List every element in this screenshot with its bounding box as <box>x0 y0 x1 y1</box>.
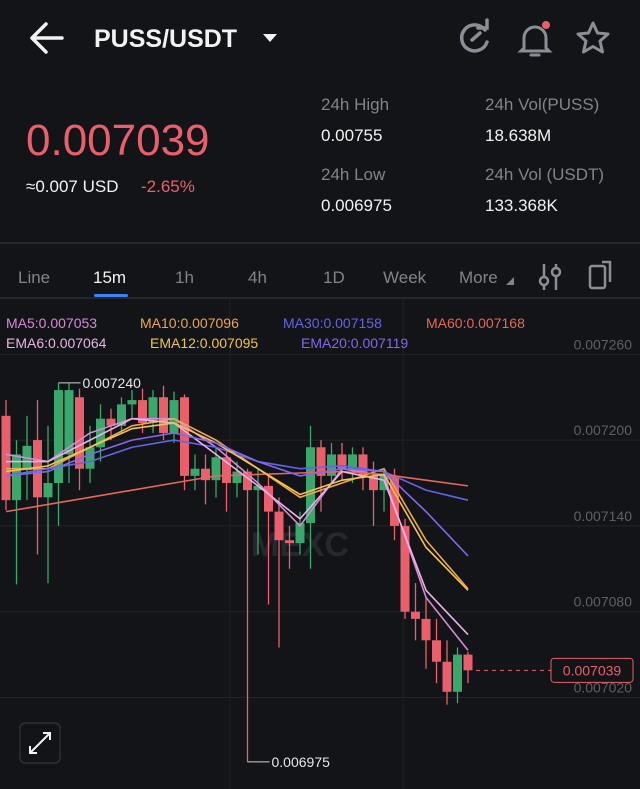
tab[interactable]: Line <box>18 268 50 287</box>
y-tick-label: 0.007260 <box>574 336 633 352</box>
more-caret <box>506 277 514 285</box>
indicator-settings-icon[interactable] <box>538 264 562 290</box>
tab[interactable]: More <box>459 268 498 287</box>
candle-body <box>390 475 399 526</box>
candle-body <box>264 485 273 512</box>
candle-body <box>348 454 357 469</box>
candle-body <box>432 640 441 662</box>
candle-body <box>306 447 315 524</box>
candle-body <box>232 471 242 484</box>
candle-body <box>400 525 410 612</box>
candle-body <box>127 400 137 405</box>
usd-price: ≈0.007 USD <box>26 177 119 196</box>
candle-body <box>337 454 347 469</box>
candle-body <box>190 468 200 476</box>
stat-value: 133.368K <box>485 196 558 215</box>
pair-title[interactable]: PUSS/USDT <box>94 25 237 53</box>
legend-entry: EMA12:0.007095 <box>150 335 258 351</box>
alert-icon[interactable] <box>517 21 553 57</box>
pair-dropdown[interactable] <box>263 34 277 42</box>
candle-body <box>327 454 336 476</box>
legend-entry: MA30:0.007158 <box>283 315 382 331</box>
stat-value: 18.638M <box>485 126 551 145</box>
candle-body <box>421 618 431 641</box>
tab[interactable]: 4h <box>248 268 267 287</box>
indicator-line <box>5 470 469 513</box>
candle-body <box>159 397 168 433</box>
candle-body <box>316 447 326 476</box>
stat-label: 24h Vol (USDT) <box>485 165 604 184</box>
candle-body <box>169 400 179 433</box>
candle-body <box>96 418 105 448</box>
y-tick-label: 0.007140 <box>574 508 633 524</box>
candle-body <box>75 397 84 469</box>
candle-body <box>201 468 210 481</box>
candle-body <box>379 475 389 491</box>
legend-entry: MA60:0.007168 <box>426 315 525 331</box>
tab-active[interactable]: 15m <box>93 268 126 287</box>
candle-body <box>253 485 263 491</box>
refresh-icon[interactable] <box>459 18 489 53</box>
tab[interactable]: 1D <box>323 268 345 287</box>
stat-value: 0.006975 <box>321 196 392 215</box>
indicator-line <box>5 417 469 651</box>
low-label: 0.006975 <box>272 754 331 770</box>
stat-label: 24h High <box>321 95 389 114</box>
back-button[interactable] <box>30 22 64 54</box>
last-price-label: 0.007039 <box>563 662 622 678</box>
price-change: -2.65% <box>141 177 195 196</box>
candle-body <box>358 454 368 476</box>
candle-body <box>295 523 305 544</box>
tab-underline <box>94 294 128 297</box>
y-tick-label: 0.007200 <box>574 422 633 438</box>
last-price: 0.007039 <box>26 116 210 165</box>
candle-body <box>43 483 53 498</box>
stat-label: 24h Low <box>321 165 386 184</box>
legend-entry: MA10:0.007096 <box>140 315 239 331</box>
chart: MEXC0.0072600.0072000.0071400.0070800.00… <box>0 315 640 770</box>
y-tick-label: 0.007020 <box>574 679 633 695</box>
candle-body <box>64 390 74 455</box>
y-tick-label: 0.007080 <box>574 594 633 610</box>
legend-entry: EMA6:0.007064 <box>6 335 107 351</box>
candle-body <box>180 397 189 476</box>
candle-body <box>442 661 452 692</box>
high-label: 0.007240 <box>83 375 142 391</box>
favorite-icon[interactable] <box>576 21 610 54</box>
legend-entry: EMA20:0.007119 <box>301 335 408 351</box>
candle-body <box>138 400 147 423</box>
candle-body <box>411 611 420 619</box>
candle-body <box>85 447 95 469</box>
candle-body <box>106 418 116 426</box>
candle-body <box>285 540 294 544</box>
indicator-line <box>6 417 469 636</box>
chart-mode-icon[interactable] <box>588 260 612 290</box>
candle-body <box>369 475 378 491</box>
candle-body <box>1 415 11 501</box>
candle-body <box>274 511 284 541</box>
last-price-box <box>550 657 634 683</box>
candle-body <box>54 390 63 484</box>
candle-body <box>148 397 158 423</box>
stat-label: 24h Vol(PUSS) <box>485 95 599 114</box>
candle-body <box>211 457 221 481</box>
indicator-line <box>5 422 469 591</box>
tab[interactable]: 1h <box>175 268 194 287</box>
candle-body <box>222 457 231 484</box>
expand-icon <box>29 732 51 754</box>
candle-body <box>243 471 252 491</box>
legend-entry: MA5:0.007053 <box>6 315 97 331</box>
stat-value: 0.00755 <box>321 126 382 145</box>
tab[interactable]: Week <box>383 268 427 287</box>
candle-body <box>463 654 473 671</box>
candle-body <box>117 404 126 426</box>
candle-body <box>453 654 462 692</box>
candle-body <box>12 454 21 501</box>
indicator-line <box>5 432 469 557</box>
